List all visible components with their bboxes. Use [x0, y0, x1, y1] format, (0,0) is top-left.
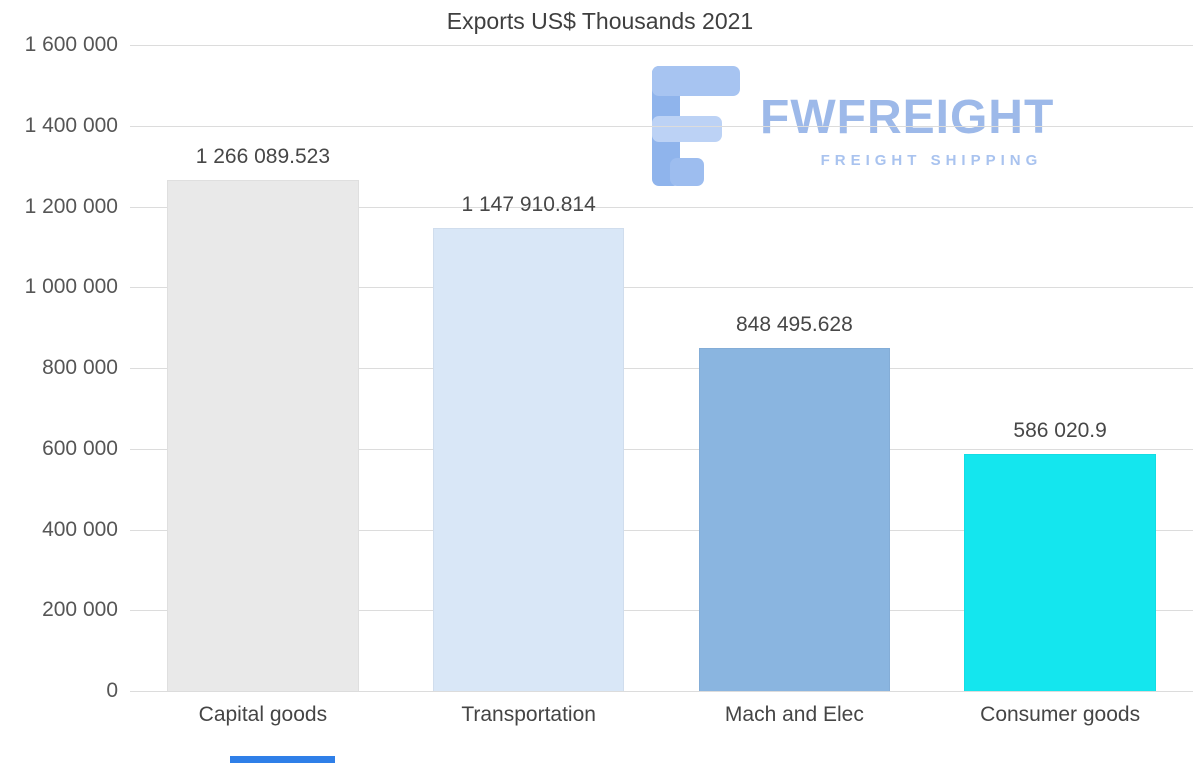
bar-value-label: 1 266 089.523	[195, 144, 331, 168]
bar-value-label: 848 495.628	[735, 313, 853, 337]
x-axis-label: Capital goods	[198, 703, 328, 726]
gridline	[130, 448, 1193, 450]
plot-area: 0 200 000 400 000 600 000 800 000 1 000 000 1 …	[25, 33, 1193, 702]
y-tick-label: 800 000	[42, 356, 118, 379]
chart-title: Exports US$ Thousands 2021	[446, 8, 754, 34]
y-tick-label: 600 000	[42, 436, 118, 460]
gridline	[130, 206, 1193, 208]
bar-slot: 1 147 910.814	[396, 45, 662, 691]
x-axis-label: Transportation	[461, 703, 596, 726]
gridline	[130, 125, 1193, 127]
gridline	[130, 368, 1193, 369]
gridline	[130, 691, 1193, 692]
bar-slot: 848 495.628	[662, 45, 928, 691]
y-tick-label: 400 000	[42, 517, 118, 541]
bar-value-label: 586 020.9	[1013, 419, 1107, 443]
bar-capital-goods[interactable]: 1 266 089.523	[167, 145, 359, 691]
bar-slot: 1 266 089.523	[130, 45, 396, 691]
x-axis-label: Mach and Elec	[724, 703, 864, 726]
gridline	[130, 529, 1193, 531]
gridline	[130, 45, 1193, 46]
bar-transportation[interactable]: 1 147 910.814	[432, 193, 625, 691]
y-tick-label: 0	[106, 679, 118, 702]
y-tick-label: 1 200 000	[24, 194, 118, 218]
grid-layer: 0 200 000 400 000 600 000 800 000 1 000 000 1 …	[25, 33, 1193, 702]
bar-value-label: 1 147 910.814	[461, 192, 596, 216]
y-tick-label: 1 000 000	[24, 275, 118, 299]
y-tick-label: 200 000	[42, 598, 118, 622]
bottom-blue-strip	[230, 756, 335, 763]
bar-consumer-goods[interactable]: 586 020.9	[964, 419, 1156, 691]
bar-mach-and-elec[interactable]: 848 495.628	[698, 313, 891, 691]
y-tick-label: 1 600 000	[24, 33, 118, 56]
gridline	[130, 287, 1193, 289]
bars-layer: 1 266 089.523 1 147 910.814 848 495.628 586…	[130, 45, 1193, 691]
x-axis-labels: Capital goods Transportation Mach and Elec…	[130, 703, 1193, 727]
bar-slot: 586 020.9	[927, 45, 1193, 691]
x-axis-label: Consumer goods	[980, 703, 1141, 726]
gridline	[130, 610, 1193, 612]
y-tick-label: 1 400 000	[24, 113, 118, 137]
